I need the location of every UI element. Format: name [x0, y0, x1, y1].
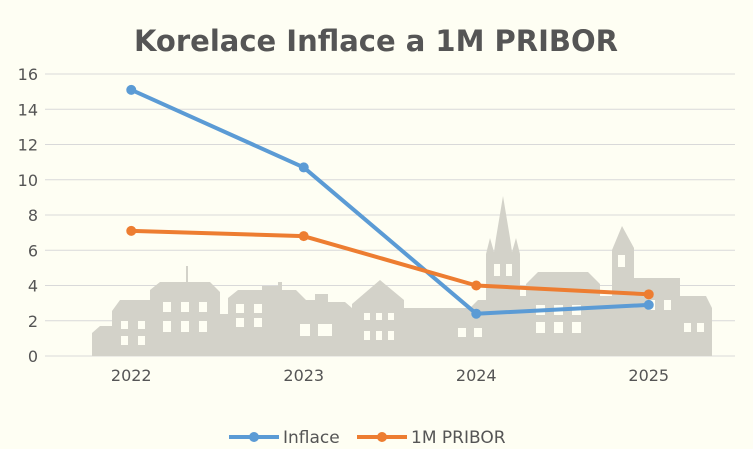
- data-point: [471, 308, 482, 319]
- y-tick-label: 12: [18, 136, 38, 155]
- town-silhouette-illustration: [92, 196, 712, 356]
- series-lines: [126, 84, 654, 319]
- y-tick-label: 6: [28, 241, 38, 260]
- y-tick-label: 10: [18, 171, 38, 190]
- y-tick-label: 4: [28, 277, 38, 296]
- legend-label: Inflace: [283, 428, 340, 448]
- x-axis-tick-labels: 2022 2023 2024 2025: [111, 366, 669, 385]
- chart-title: Korelace Inflace a 1M PRIBOR: [134, 24, 618, 58]
- x-tick-label: 2023: [283, 366, 324, 385]
- series-line-1: [129, 228, 651, 297]
- data-point: [298, 162, 309, 173]
- legend-swatch-marker: [249, 432, 259, 442]
- data-point: [471, 280, 482, 291]
- data-point: [126, 84, 137, 95]
- y-tick-label: 16: [18, 65, 38, 84]
- y-tick-label: 14: [18, 100, 38, 119]
- silhouette-windows: [121, 255, 704, 345]
- x-tick-label: 2025: [628, 366, 669, 385]
- data-point: [643, 289, 654, 300]
- y-tick-label: 0: [28, 347, 38, 366]
- y-axis-tick-labels: 0 2 4 6 8 10 12 14 16: [18, 65, 38, 366]
- legend-label: 1M PRIBOR: [411, 428, 506, 448]
- legend: Inflace 1M PRIBOR: [229, 428, 506, 448]
- y-tick-label: 2: [28, 312, 38, 331]
- x-tick-label: 2024: [456, 366, 497, 385]
- x-tick-label: 2022: [111, 366, 152, 385]
- y-tick-label: 8: [28, 206, 38, 225]
- series-line-0: [129, 87, 651, 316]
- data-point: [643, 299, 654, 310]
- data-point: [298, 231, 309, 242]
- legend-swatch-marker: [377, 432, 387, 442]
- data-point: [126, 225, 137, 236]
